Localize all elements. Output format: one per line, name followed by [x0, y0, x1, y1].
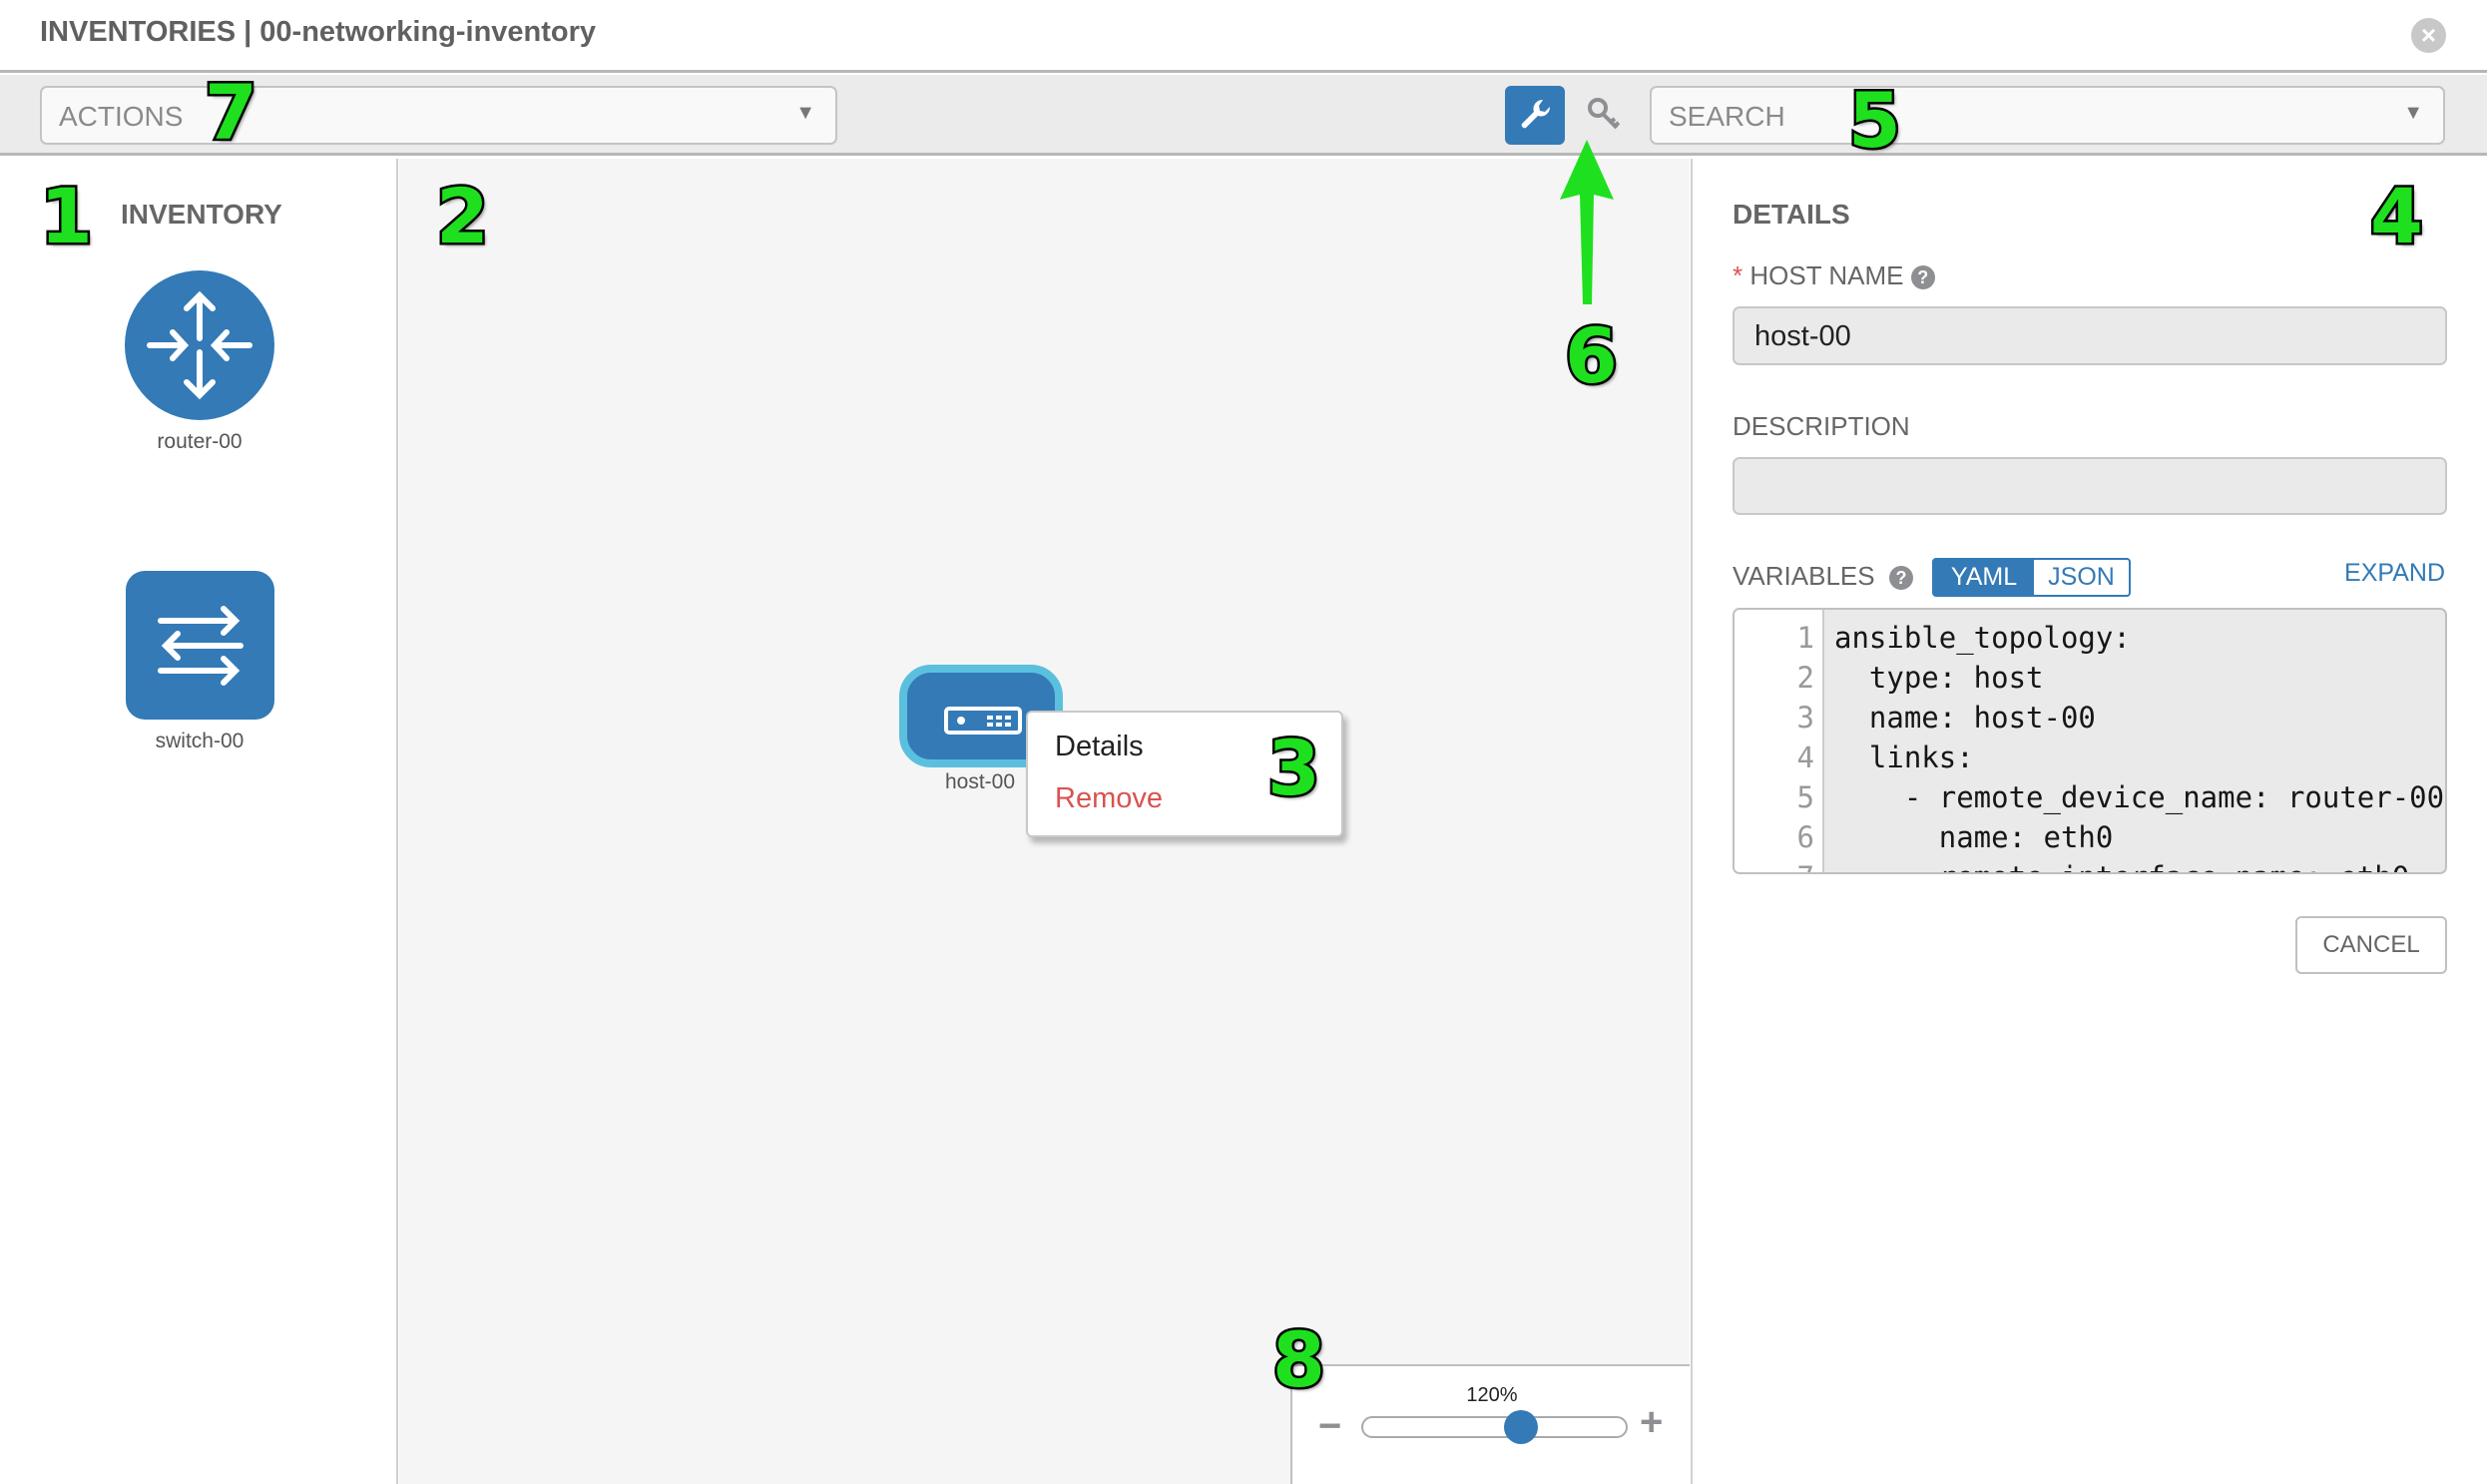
code-line: 4 links: [1735, 738, 2445, 777]
code-text: - remote_device_name: router-00 [1834, 780, 2445, 814]
code-text: remote_interface_name: eth0 [1834, 857, 2409, 872]
topology-canvas[interactable]: host-00 Details Remove 120% − + [399, 159, 1690, 1484]
code-text: name: host-00 [1834, 701, 2096, 735]
variables-text: VARIABLES [1733, 561, 1875, 591]
actions-label: ACTIONS [59, 101, 184, 132]
required-mark: * [1733, 260, 1743, 290]
host-name-value: host-00 [1754, 320, 1851, 352]
annotation-arrow-icon [1560, 140, 1614, 304]
zoom-out-button[interactable]: − [1318, 1404, 1342, 1448]
code-line: 3 name: host-00 [1735, 698, 2445, 738]
annotation-7: 7 [203, 66, 260, 160]
key-icon[interactable] [1585, 94, 1625, 138]
description-label: DESCRIPTION [1733, 411, 1910, 441]
annotation-8: 8 [1270, 1313, 1328, 1407]
close-icon[interactable]: × [2411, 18, 2446, 53]
code-line: 7 remote_interface_name: eth0 [1735, 857, 2445, 872]
help-icon[interactable]: ? [1910, 265, 1935, 290]
code-line: 5 - remote_device_name: router-00 [1735, 777, 2445, 817]
help-icon[interactable]: ? [1889, 566, 1914, 591]
json-toggle[interactable]: JSON [2048, 563, 2115, 591]
page-title: INVENTORIES | 00-networking-inventory [40, 16, 597, 48]
code-text: ansible_topology: [1834, 621, 2131, 655]
actions-dropdown[interactable]: ACTIONS ▼ [40, 86, 837, 145]
zoom-slider[interactable] [1361, 1416, 1628, 1438]
host-name-input[interactable]: host-00 [1733, 306, 2447, 365]
expand-link[interactable]: EXPAND [2344, 559, 2445, 587]
line-number: 5 [1796, 780, 1814, 814]
line-number: 3 [1796, 701, 1814, 735]
annotation-1: 1 [38, 170, 96, 263]
line-number: 7 [1735, 857, 1814, 872]
zoom-widget: 120% − + [1290, 1364, 1690, 1484]
variables-editor[interactable]: 1 ansible_topology: 2 type: host 3 name: ho… [1733, 608, 2447, 874]
editor-gutter [1735, 610, 1824, 872]
switch-label: switch-00 [155, 730, 245, 752]
description-input[interactable] [1733, 457, 2447, 515]
wrench-icon[interactable] [1505, 86, 1565, 145]
zoom-slider-thumb[interactable] [1504, 1410, 1539, 1444]
menu-item-remove[interactable]: Remove [1055, 782, 1163, 814]
annotation-2: 2 [434, 170, 492, 263]
chevron-down-icon: ▼ [2403, 102, 2423, 124]
zoom-level: 120% [1466, 1384, 1518, 1406]
code-line: 1 ansible_topology: [1735, 618, 2445, 658]
context-menu: Details Remove [1026, 711, 1343, 837]
chevron-down-icon: ▼ [795, 102, 815, 124]
line-number: 1 [1796, 621, 1814, 655]
variables-label: VARIABLES ? [1733, 561, 1914, 592]
annotation-5: 5 [1846, 74, 1904, 168]
format-toggle: YAML JSON [1932, 558, 2131, 597]
server-icon [944, 707, 1022, 735]
title-bar [0, 0, 2487, 73]
code-line: 2 type: host [1735, 658, 2445, 698]
details-panel: DETAILS * HOST NAME ? host-00 DESCRIPTIO… [1691, 159, 2487, 1484]
line-number: 4 [1796, 741, 1814, 774]
inventory-title: INVENTORY [121, 199, 282, 230]
code-text: name: eth0 [1834, 820, 2114, 854]
host-name-label: * HOST NAME ? [1733, 260, 1935, 291]
host-name-text: HOST NAME [1749, 260, 1904, 290]
line-number: 2 [1796, 661, 1814, 695]
inventory-panel: INVENTORY router-00 switch-00 [0, 159, 398, 1484]
details-title: DETAILS [1733, 199, 1850, 230]
search-label: SEARCH [1669, 101, 1785, 132]
annotation-3: 3 [1265, 722, 1323, 815]
annotation-6: 6 [1563, 309, 1621, 403]
menu-item-details[interactable]: Details [1055, 731, 1144, 762]
router-icon[interactable] [125, 270, 274, 420]
code-text: links: [1834, 741, 1974, 774]
line-number: 6 [1796, 820, 1814, 854]
host-label: host-00 [944, 770, 1016, 793]
router-label: router-00 [157, 430, 243, 453]
annotation-4: 4 [2368, 170, 2426, 263]
zoom-in-button[interactable]: + [1640, 1400, 1664, 1444]
yaml-toggle[interactable]: YAML [1934, 560, 2034, 595]
code-line: 6 name: eth0 [1735, 817, 2445, 857]
search-dropdown[interactable]: SEARCH ▼ [1650, 86, 2445, 145]
code-text: type: host [1834, 661, 2044, 695]
switch-icon[interactable] [126, 571, 274, 720]
cancel-button[interactable]: CANCEL [2295, 916, 2447, 974]
